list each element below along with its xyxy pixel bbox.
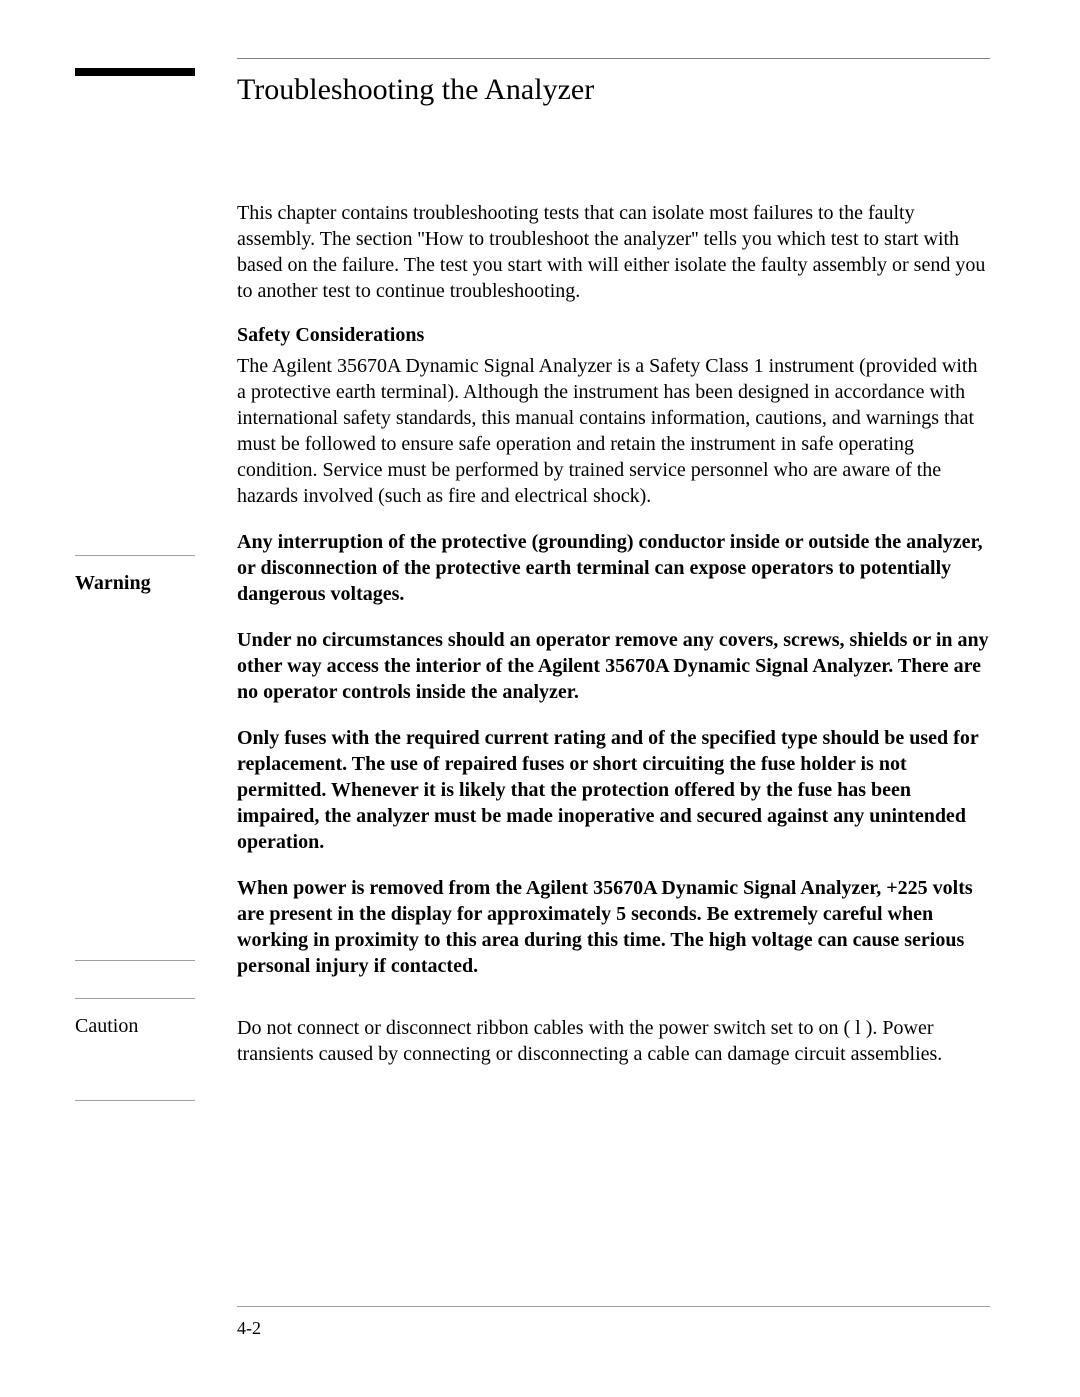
caution-rule-bottom xyxy=(75,1100,195,1101)
warning-rule-top xyxy=(75,555,195,556)
warning-block: Any interruption of the protective (grou… xyxy=(237,529,990,979)
caution-block: Do not connect or disconnect ribbon cabl… xyxy=(237,1015,990,1087)
chapter-marker-bar xyxy=(75,68,195,76)
main-content: This chapter contains troubleshooting te… xyxy=(237,200,990,999)
safety-heading: Safety Considerations xyxy=(237,324,990,347)
warning-label: Warning xyxy=(75,572,225,595)
intro-paragraph: This chapter contains troubleshooting te… xyxy=(237,200,990,304)
page-container: Troubleshooting the Analyzer This chapte… xyxy=(0,0,1080,1397)
bottom-horizontal-rule xyxy=(237,1306,990,1307)
warning-paragraph-4: When power is removed from the Agilent 3… xyxy=(237,875,990,979)
page-number: 4-2 xyxy=(237,1318,261,1339)
caution-label: Caution xyxy=(75,1015,225,1038)
chapter-title: Troubleshooting the Analyzer xyxy=(237,73,594,107)
warning-paragraph-3: Only fuses with the required current rat… xyxy=(237,725,990,855)
warning-paragraph-1: Any interruption of the protective (grou… xyxy=(237,529,990,607)
caution-rule-top xyxy=(75,998,195,999)
safety-paragraph: The Agilent 35670A Dynamic Signal Analyz… xyxy=(237,353,990,509)
warning-paragraph-2: Under no circumstances should an operato… xyxy=(237,627,990,705)
warning-rule-bottom xyxy=(75,960,195,961)
caution-paragraph: Do not connect or disconnect ribbon cabl… xyxy=(237,1015,990,1067)
top-horizontal-rule xyxy=(237,58,990,59)
